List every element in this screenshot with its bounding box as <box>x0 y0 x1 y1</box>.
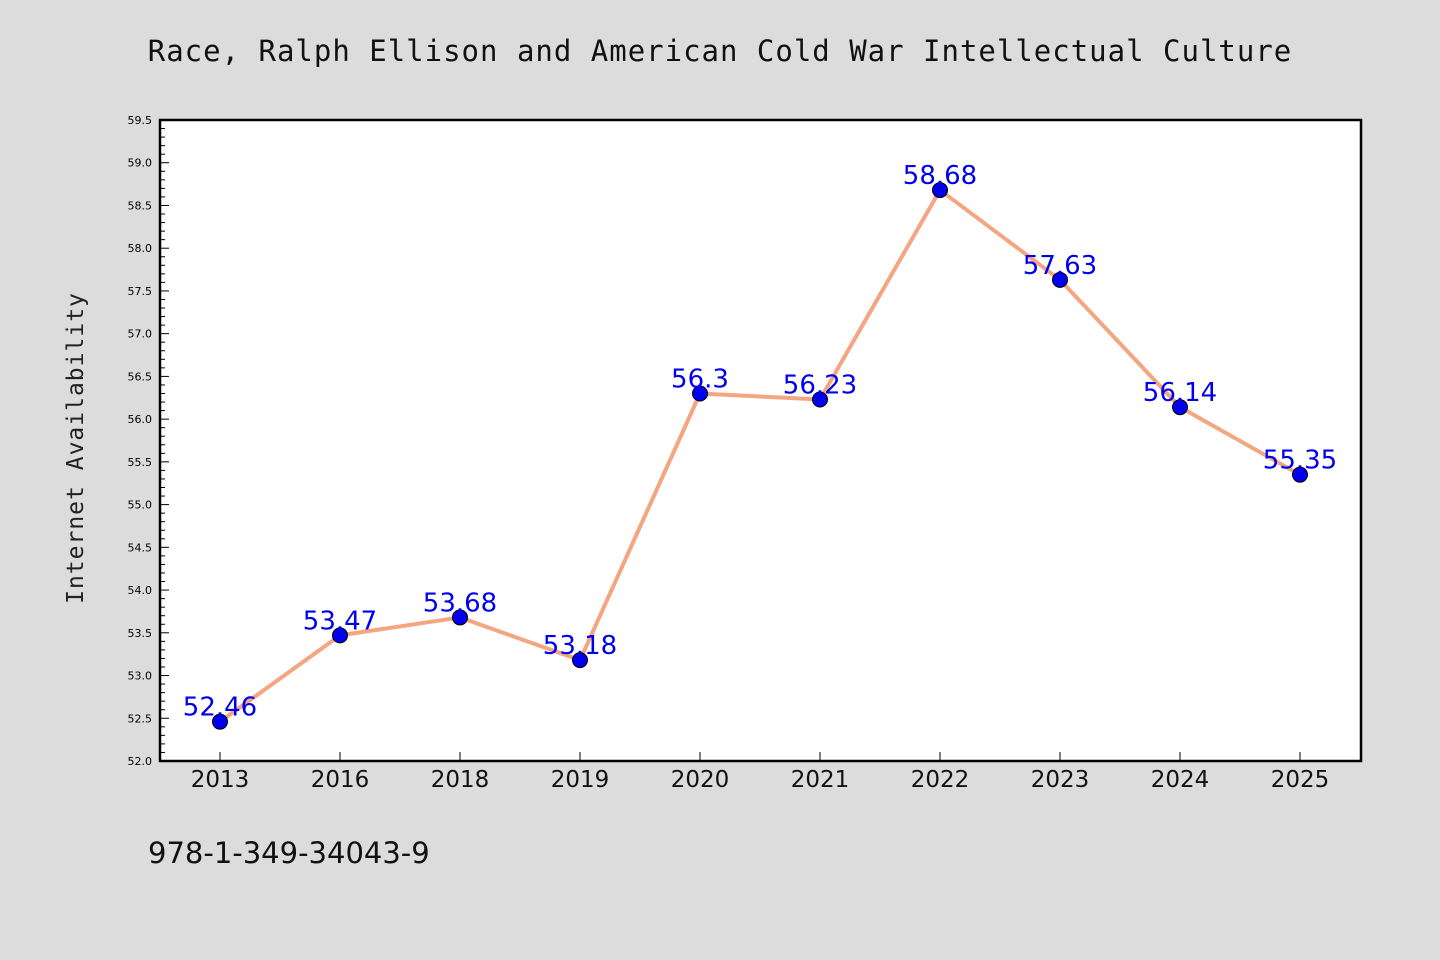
data-label: 52.46 <box>183 693 257 723</box>
y-tick-label: 58.0 <box>128 242 153 255</box>
x-tick-label: 2023 <box>1031 767 1090 793</box>
data-label: 57.63 <box>1023 251 1097 281</box>
data-point <box>812 391 828 408</box>
data-label: 58.68 <box>903 161 977 191</box>
y-tick-label: 53.0 <box>128 670 153 683</box>
y-tick-label: 52.0 <box>128 755 153 768</box>
x-tick-label: 2024 <box>1151 767 1210 793</box>
y-tick-label: 52.5 <box>128 712 153 725</box>
x-tick-label: 2025 <box>1271 767 1330 793</box>
y-tick-label: 55.0 <box>128 499 153 512</box>
series-line <box>218 188 1301 724</box>
data-point <box>332 627 348 644</box>
y-tick-label: 59.5 <box>128 114 153 127</box>
isbn-footnote: 978-1-349-34043-9 <box>148 836 430 870</box>
data-label: 56.23 <box>783 370 857 400</box>
x-tick-label: 2019 <box>551 767 610 793</box>
data-point <box>1172 399 1188 416</box>
data-point <box>1292 466 1308 483</box>
y-tick-label: 54.0 <box>128 584 153 597</box>
chart-title: Race, Ralph Ellison and American Cold Wa… <box>147 34 1293 68</box>
y-tick-label: 53.5 <box>128 627 153 640</box>
plot-area <box>160 120 1361 761</box>
y-tick-label: 58.5 <box>128 199 153 212</box>
y-tick-label: 55.5 <box>128 456 153 469</box>
y-tick-label: 57.0 <box>128 328 153 341</box>
x-tick-label: 2018 <box>431 767 490 793</box>
y-tick-label: 56.0 <box>128 413 153 426</box>
x-tick-label: 2021 <box>791 767 850 793</box>
data-label: 53.47 <box>303 606 377 636</box>
data-point <box>212 713 228 730</box>
y-tick-label: 54.5 <box>128 541 153 554</box>
y-tick-label: 59.0 <box>128 157 153 170</box>
x-tick-label: 2013 <box>191 767 250 793</box>
data-label: 53.68 <box>423 588 497 618</box>
data-point <box>932 182 948 199</box>
data-label: 55.35 <box>1263 446 1337 476</box>
data-label: 56.14 <box>1143 378 1217 408</box>
data-point <box>1052 271 1068 288</box>
data-label: 53.18 <box>543 631 617 661</box>
x-tick-label: 2020 <box>671 767 730 793</box>
y-tick-label: 56.5 <box>128 370 153 383</box>
x-tick-label: 2022 <box>911 767 970 793</box>
y-tick-label: 57.5 <box>128 285 153 298</box>
data-point <box>572 652 588 669</box>
data-point <box>692 385 708 402</box>
plot-frame <box>158 118 1363 763</box>
data-label: 56.3 <box>671 364 729 394</box>
x-tick-label: 2016 <box>311 767 370 793</box>
data-point <box>452 609 468 626</box>
